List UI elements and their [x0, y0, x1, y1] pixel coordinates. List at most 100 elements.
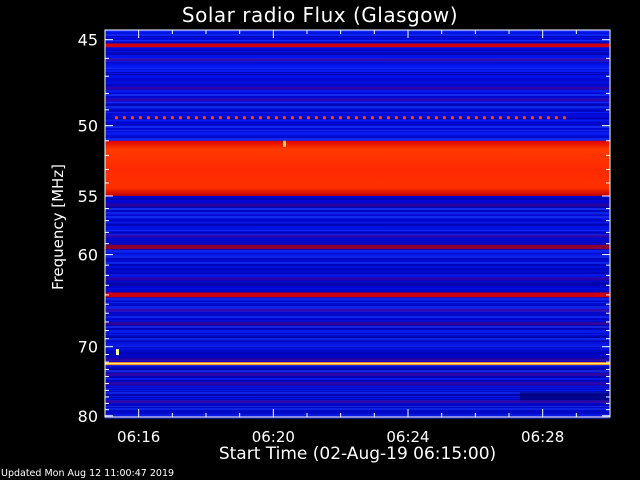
noise-stripe — [105, 324, 610, 327]
noise-stripe — [105, 410, 610, 413]
x-axis: 06:16 06:20 06:24 06:28 — [104, 30, 611, 446]
noise-stripe — [105, 214, 610, 216]
updated-timestamp: Updated Mon Aug 12 11:00:47 2019 — [1, 468, 175, 479]
plot-frame — [104, 29, 611, 418]
noise-stripe — [105, 368, 610, 371]
noise-stripe — [105, 200, 610, 203]
dotted-emission-mark — [259, 116, 262, 120]
noise-stripe — [105, 218, 610, 220]
dark-band — [105, 86, 610, 90]
noise-stripe — [105, 104, 610, 107]
noise-stripe — [105, 390, 610, 391]
noise-stripe — [105, 224, 610, 226]
noise-stripe — [105, 238, 610, 239]
noise-stripe — [105, 134, 610, 135]
noise-stripe — [105, 352, 610, 354]
noise-stripe — [105, 110, 610, 112]
dotted-emission-mark — [531, 116, 534, 120]
noise-stripe — [105, 78, 610, 80]
noise-stripe — [105, 130, 610, 131]
dotted-emission-mark — [419, 116, 422, 120]
noise-stripe — [105, 120, 610, 121]
dotted-emission-mark — [139, 116, 142, 120]
noise-stripe — [105, 30, 610, 32]
noise-stripe — [105, 106, 610, 109]
noise-stripe — [105, 254, 610, 256]
dotted-emission-mark — [443, 116, 446, 120]
noise-stripe — [105, 392, 610, 394]
dotted-emission-mark — [539, 116, 542, 120]
dotted-emission-mark — [379, 116, 382, 120]
noise-stripe — [105, 266, 610, 268]
noise-stripe — [105, 96, 610, 98]
dotted-emission-mark — [203, 116, 206, 120]
noise-stripe — [105, 56, 610, 59]
noise-stripe — [105, 330, 610, 333]
noise-stripe — [105, 36, 610, 37]
dotted-emission-mark — [339, 116, 342, 120]
noise-stripe — [105, 312, 610, 313]
noise-stripe — [105, 320, 610, 321]
y-tick-label: 70 — [78, 338, 98, 357]
dotted-emission-mark — [227, 116, 230, 120]
dotted-emission-mark — [171, 116, 174, 120]
emission-band — [105, 362, 610, 366]
noise-stripe — [105, 372, 610, 374]
dotted-emission-mark — [515, 116, 518, 120]
dark-patch — [520, 392, 610, 401]
dotted-emission-mark — [563, 116, 566, 120]
dotted-emission-mark — [283, 116, 286, 120]
noise-stripe — [105, 346, 610, 347]
noise-stripe — [105, 66, 610, 68]
dotted-emission-mark — [459, 116, 462, 120]
emission-band — [105, 292, 610, 298]
noise-stripe — [105, 356, 610, 358]
dotted-emission-mark — [523, 116, 526, 120]
noise-stripe — [105, 318, 610, 320]
noise-stripe — [105, 412, 610, 414]
noise-stripe — [105, 298, 610, 301]
dotted-emission-mark — [355, 116, 358, 120]
noise-stripe — [105, 54, 610, 55]
noise-stripe — [105, 46, 610, 49]
y-axis: 45 50 55 60 70 80 — [78, 31, 610, 426]
dotted-emission-mark — [187, 116, 190, 120]
dotted-emission-mark — [475, 116, 478, 120]
dark-band — [105, 203, 610, 207]
noise-stripe — [105, 386, 610, 387]
noise-stripe — [105, 326, 610, 328]
noise-stripe — [105, 212, 610, 215]
heatmap-area — [105, 30, 610, 419]
dotted-emission-mark — [163, 116, 166, 120]
noise-stripe — [105, 102, 610, 103]
dotted-emission-mark — [147, 116, 150, 120]
dotted-emission-mark — [131, 116, 134, 120]
noise-stripe — [105, 122, 610, 124]
dotted-emission-mark — [435, 116, 438, 120]
noise-stripe — [105, 126, 610, 128]
dotted-emission-mark — [299, 116, 302, 120]
noise-stripe — [105, 336, 610, 338]
noise-stripe — [105, 84, 610, 86]
noise-stripe — [105, 286, 610, 289]
x-axis-label: Start Time (02-Aug-19 06:15:00) — [218, 444, 497, 464]
dark-band — [105, 321, 610, 325]
dotted-emission-mark — [555, 116, 558, 120]
noise-stripe — [105, 404, 610, 405]
noise-stripe — [105, 38, 610, 40]
noise-stripe — [105, 262, 610, 264]
dotted-emission-mark — [547, 116, 550, 120]
emission-band — [105, 244, 610, 250]
y-tick-label: 80 — [78, 407, 98, 426]
dotted-emission-mark — [123, 116, 126, 120]
noise-stripe — [105, 268, 610, 270]
noise-stripe — [105, 222, 610, 223]
noise-stripe — [105, 80, 610, 83]
noise-stripe — [105, 232, 610, 233]
noise-stripe — [105, 302, 610, 303]
noise-stripe — [105, 366, 610, 367]
dotted-emission-mark — [387, 116, 390, 120]
noise-stripe — [105, 50, 610, 51]
noise-stripe — [105, 40, 610, 41]
dotted-emission-mark — [491, 116, 494, 120]
